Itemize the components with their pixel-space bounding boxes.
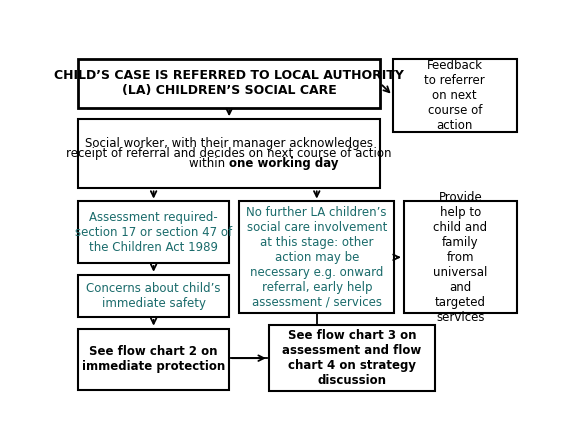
Text: within: within [189,157,229,170]
Text: receipt of referral and decides on next course of action: receipt of referral and decides on next … [66,147,392,160]
Bar [78,202,229,263]
Bar [78,329,229,390]
Text: CHILD’S CASE IS REFERRED TO LOCAL AUTHORITY
(LA) CHILDREN’S SOCIAL CARE: CHILD’S CASE IS REFERRED TO LOCAL AUTHOR… [54,69,404,97]
Bar [78,119,381,188]
Bar [393,59,517,132]
Text: No further LA children’s
social care involvement
at this stage: other
action may: No further LA children’s social care inv… [246,206,387,309]
Bar [78,274,229,317]
Text: one working day: one working day [229,157,339,170]
Bar [404,202,518,313]
Bar [268,325,435,391]
Bar [78,59,381,108]
Text: Feedback
to referrer
on next
course of
action: Feedback to referrer on next course of a… [424,59,485,132]
Text: Concerns about child’s
immediate safety: Concerns about child’s immediate safety [87,282,221,310]
Text: Assessment required-
section 17 or section 47 of
the Children Act 1989: Assessment required- section 17 or secti… [75,211,232,254]
Text: See flow chart 3 on
assessment and flow
chart 4 on strategy
discussion: See flow chart 3 on assessment and flow … [282,329,422,387]
Bar [239,202,394,313]
Text: Provide
help to
child and
family
from
universal
and
targeted
services: Provide help to child and family from un… [433,191,487,324]
Text: See flow chart 2 on
immediate protection: See flow chart 2 on immediate protection [82,346,225,373]
Text: Social worker, with their manager acknowledges: Social worker, with their manager acknow… [85,137,373,150]
